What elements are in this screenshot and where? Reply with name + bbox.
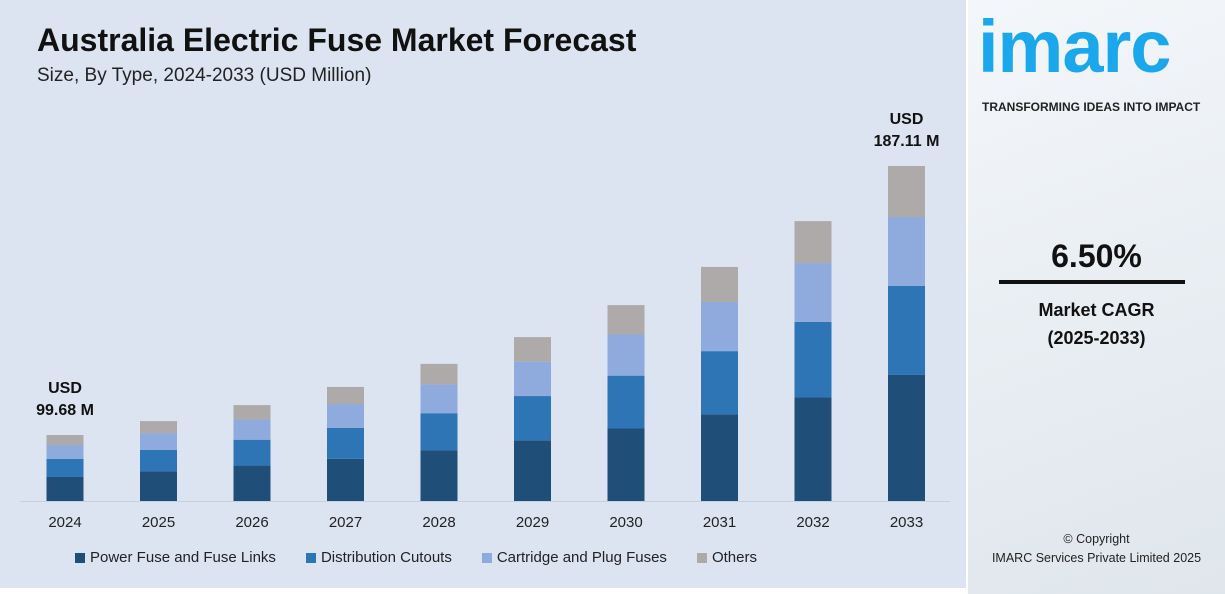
bar-segment-2029-1 [514,396,551,441]
info-panel: imarc TRANSFORMING IDEAS INTO IMPACT 6.5… [968,0,1225,594]
bar-segment-2027-3 [327,386,364,405]
x-tick-label: 2032 [796,514,829,531]
copyright-line1: © Copyright [1063,532,1130,546]
bar-segment-2028-3 [420,363,458,385]
chart-title: Australia Electric Fuse Market Forecast [37,22,637,58]
bar-segment-2033-1 [888,285,925,375]
chart-panel: Australia Electric Fuse Market Forecast … [0,0,966,588]
bar-segment-2028-1 [420,413,458,451]
bar-segment-2028-2 [420,384,458,414]
bar-chart: 2024 USD 99.68 M 2025 2026 2027 2028 2029 2030 20… [20,111,950,531]
bar-segment-2025-2 [140,433,177,450]
legend-swatch [75,552,85,563]
bar-segment-2025-0 [140,471,177,501]
legend-item: Cartridge and Plug Fuses [481,549,667,566]
legend: Power Fuse and Fuse Links Distribution Cu… [75,549,787,566]
copyright-line2: IMARC Services Private Limited 2025 [991,551,1202,565]
bar-segment-2028-0 [420,450,458,501]
bar-segment-2031-3 [701,266,738,302]
cagr-value: 6.50% [1051,238,1142,274]
bar-segment-2024-2 [46,444,84,459]
legend-swatch [305,552,316,563]
bar-segment-2031-2 [701,301,738,352]
cagr-label: Market CAGR [1038,300,1155,320]
legend-label: Power Fuse and Fuse Links [90,549,276,566]
bar-segment-2024-3 [46,435,84,445]
bar-segment-2024-1 [46,458,84,477]
x-tick-label: 2027 [329,514,362,531]
bar-segment-2025-1 [140,449,177,472]
bar-segment-2027-2 [327,404,364,428]
bar-segment-2033-0 [888,374,925,501]
legend-item: Distribution Cutouts [305,549,452,566]
bar-segment-2029-2 [514,361,551,397]
bar-segment-2032-1 [794,321,832,398]
bar-segment-2029-0 [514,440,551,501]
brand-tagline: TRANSFORMING IDEAS INTO IMPACT [982,100,1201,114]
bar-segment-2026-0 [233,465,271,501]
bar-segment-2032-0 [794,397,832,501]
bar-segment-2030-3 [607,305,645,335]
bar-segment-2031-1 [701,351,738,415]
legend-label: Others [711,549,757,566]
x-tick-label: 2033 [890,514,923,531]
bar-segment-2026-3 [233,405,271,420]
bar-segment-2030-1 [607,375,645,429]
x-tick-label: 2029 [516,514,549,531]
imarc-logo: imarc [978,5,1171,88]
x-tick-label: 2028 [422,514,455,531]
bar-segment-2027-0 [327,458,364,501]
x-tick-label: 2024 [48,514,81,531]
bar-segment-2033-2 [888,217,925,286]
data-label-2024: 99.68 M [36,402,94,419]
data-label-2024: USD [48,380,82,397]
bar-segment-2029-3 [514,337,551,362]
legend-label: Distribution Cutouts [320,549,452,566]
bar-segment-2027-1 [327,427,364,459]
legend-item: Others [696,549,757,566]
bar-segment-2025-3 [140,421,177,434]
bar-segment-2033-3 [888,165,925,218]
bar-segment-2031-0 [701,414,738,501]
data-label-2033: USD [890,111,924,128]
x-tick-label: 2031 [703,514,736,531]
legend-swatch [696,552,707,563]
bar-segment-2030-2 [607,334,645,376]
legend-swatch [481,552,492,563]
cagr-period: (2025-2033) [1047,328,1146,348]
bar-segment-2032-3 [794,221,832,264]
bar-segment-2030-0 [607,428,645,501]
legend-label: Cartridge and Plug Fuses [496,549,667,566]
legend-item: Power Fuse and Fuse Links [75,549,276,566]
x-tick-label: 2026 [235,514,268,531]
bar-segment-2032-2 [794,263,832,322]
bar-segment-2026-2 [233,419,271,440]
x-tick-label: 2030 [609,514,642,531]
chart-subtitle: Size, By Type, 2024-2033 (USD Million) [37,65,372,86]
bar-segment-2026-1 [233,439,271,466]
cagr-divider [999,280,1185,284]
x-tick-label: 2025 [142,514,175,531]
data-label-2033: 187.11 M [874,133,940,150]
bar-segment-2024-0 [46,476,84,501]
